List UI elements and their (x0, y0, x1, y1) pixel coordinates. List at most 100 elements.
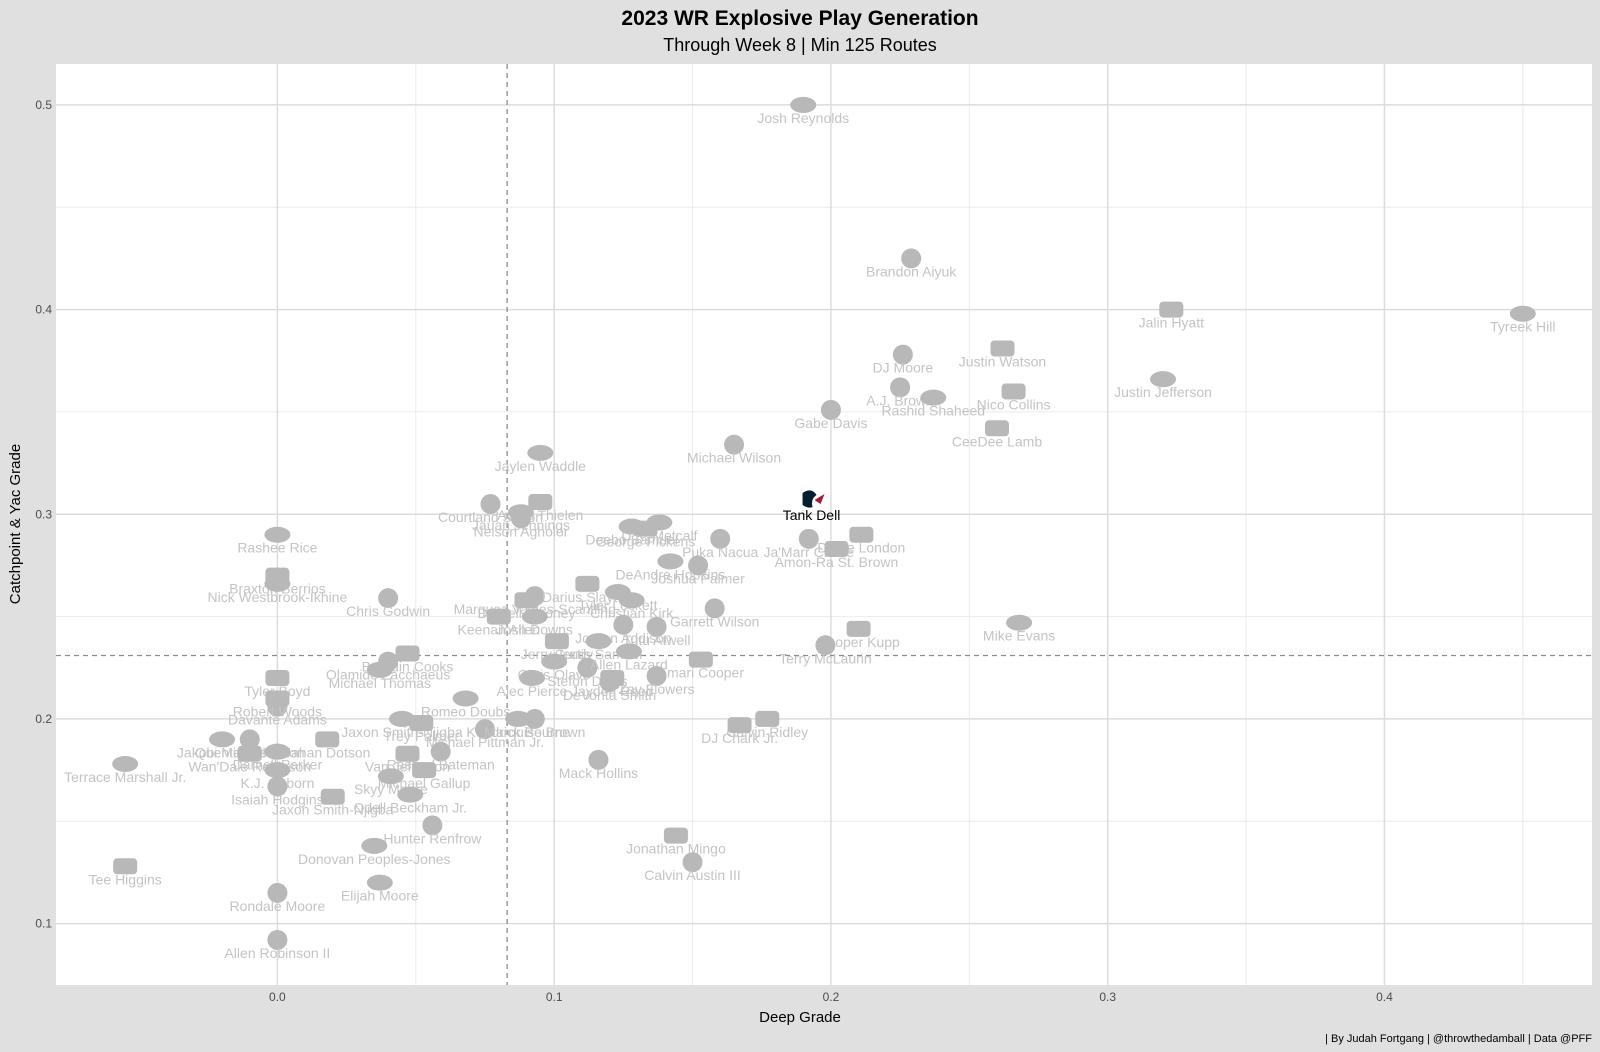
player-point: Michael Wilson (687, 434, 781, 466)
logo-marker (920, 389, 947, 406)
logo-marker (984, 420, 1009, 437)
player-point: Cooper Kupp (817, 620, 900, 650)
player-point: Nick Westbrook-Ikhine (208, 575, 348, 605)
player-point: Joshua Palmer (651, 555, 745, 586)
x-tick-label: 0.4 (1376, 990, 1393, 1004)
player-point: Jalin Hyatt (1139, 301, 1204, 331)
logo-marker (577, 657, 598, 678)
player-name-label: Rondale Moore (230, 898, 326, 914)
logo-marker (618, 592, 645, 609)
player-name-label: Wan'Dale Robinson (188, 759, 311, 775)
player-point: Rashid Shaheed (882, 389, 985, 419)
player-name-label: Robert Woods (233, 703, 322, 719)
logo-marker (1001, 383, 1026, 400)
player-name-label: Brandon Aiyuk (866, 263, 957, 279)
logo-marker (890, 377, 911, 398)
logo-marker (575, 575, 600, 592)
logo-marker (528, 493, 553, 510)
player-name-label: Marquise Brown (484, 724, 585, 740)
logo-marker (480, 494, 501, 515)
logo-marker (710, 528, 731, 549)
logo-marker (315, 731, 340, 748)
logo-marker (618, 518, 645, 535)
logo-marker (892, 344, 913, 365)
player-name-label: Jalin Hyatt (1139, 315, 1204, 331)
player-point: Terrace Marshall Jr. (64, 755, 186, 785)
highlighted-logo-accent (814, 493, 825, 504)
player-name-label: Trey Palmer (383, 728, 459, 744)
player-point: Tee Higgins (89, 858, 162, 887)
player-point: Jaylen Waddle (495, 444, 586, 474)
player-point: Deebo Samuel (585, 518, 678, 548)
player-name-label: Amari Cooper (658, 665, 745, 681)
player-name-label: Allen Robinson II (224, 945, 330, 961)
logo-marker (688, 651, 713, 668)
player-point: Michael Thomas (329, 661, 431, 691)
logo-marker (377, 768, 404, 785)
player-point: Alec Pierce (497, 670, 568, 699)
logo-marker (267, 882, 288, 903)
player-point: Elijah Moore (341, 874, 419, 904)
player-name-label: CeeDee Lamb (952, 433, 1042, 449)
logo-marker (430, 741, 451, 762)
player-name-label: Amon-Ra St. Brown (775, 554, 899, 570)
player-point: Jahan Dotson (284, 731, 370, 760)
player-point: Nico Collins (977, 383, 1051, 412)
y-axis-title: Catchpoint & Yac Grade (7, 444, 24, 604)
logo-marker (755, 710, 780, 727)
x-tick-label: 0.2 (823, 990, 840, 1004)
plot-panel (56, 64, 1592, 985)
logo-marker (682, 852, 703, 873)
logo-marker (409, 715, 434, 732)
logo-marker (704, 598, 725, 619)
player-name-label: Michael Wilson (687, 450, 781, 466)
y-tick-label: 0.4 (35, 303, 52, 317)
logo-marker (599, 672, 620, 693)
logo-marker (397, 786, 424, 803)
player-name-label: Michael Pittman Jr. (426, 734, 544, 750)
player-name-label: Hunter Renfrow (383, 830, 482, 846)
player-point: Gabe Davis (794, 399, 867, 431)
logo-marker (267, 776, 288, 797)
logo-marker (615, 643, 642, 660)
player-name-label: Josh Reynolds (757, 110, 849, 126)
player-point: Christian Kirk (590, 592, 674, 621)
logo-marker (815, 635, 836, 656)
player-name-label: Puka Nacua (682, 544, 758, 560)
player-name-label: Mack Hollins (559, 765, 638, 781)
player-point: Calvin Austin III (644, 852, 741, 883)
logo-marker (264, 743, 291, 760)
player-name-label: Terrace Marshall Jr. (64, 769, 186, 785)
logo-marker (112, 755, 139, 772)
player-point: Garrett Wilson (670, 598, 759, 629)
player-point: Marquise Brown (484, 708, 585, 740)
player-point: Puka Nacua (682, 528, 759, 560)
logo-marker (264, 575, 291, 592)
player-name-label: Odell Beckham Jr. (353, 800, 467, 816)
player-point: Amari Cooper (658, 651, 745, 681)
player-name-label: Tyreek Hill (1490, 319, 1555, 335)
logo-marker (1509, 305, 1536, 322)
player-point: Zay Flowers (618, 665, 695, 697)
player-name-label: Chris Godwin (346, 603, 430, 619)
y-tick-label: 0.3 (35, 507, 52, 521)
logo-marker (388, 710, 415, 727)
chart-title: 2023 WR Explosive Play Generation (621, 7, 978, 30)
player-point: Allen Robinson II (224, 929, 330, 961)
player-name-label: DJ Moore (873, 360, 934, 376)
player-point: Nelson Agholor (473, 508, 569, 539)
logo-marker (901, 248, 922, 269)
player-point: DJ Chark Jr. (701, 717, 778, 746)
player-point: Romeo Doubs (421, 690, 510, 719)
player-name-label: Davante Adams (228, 712, 327, 728)
player-name-label: Joshua Palmer (651, 570, 745, 586)
player-name-label: Jonathan Mingo (626, 841, 726, 857)
logo-marker (790, 96, 817, 113)
player-point: Trey Palmer (383, 715, 460, 744)
logo-marker (1159, 301, 1184, 318)
player-name-label: Mike Evans (983, 628, 1055, 644)
player-name-label: Tutu Atwell (623, 632, 691, 648)
logo-marker (505, 710, 532, 727)
player-point: Terry McLaurin (779, 635, 872, 666)
logo-marker (521, 608, 548, 625)
